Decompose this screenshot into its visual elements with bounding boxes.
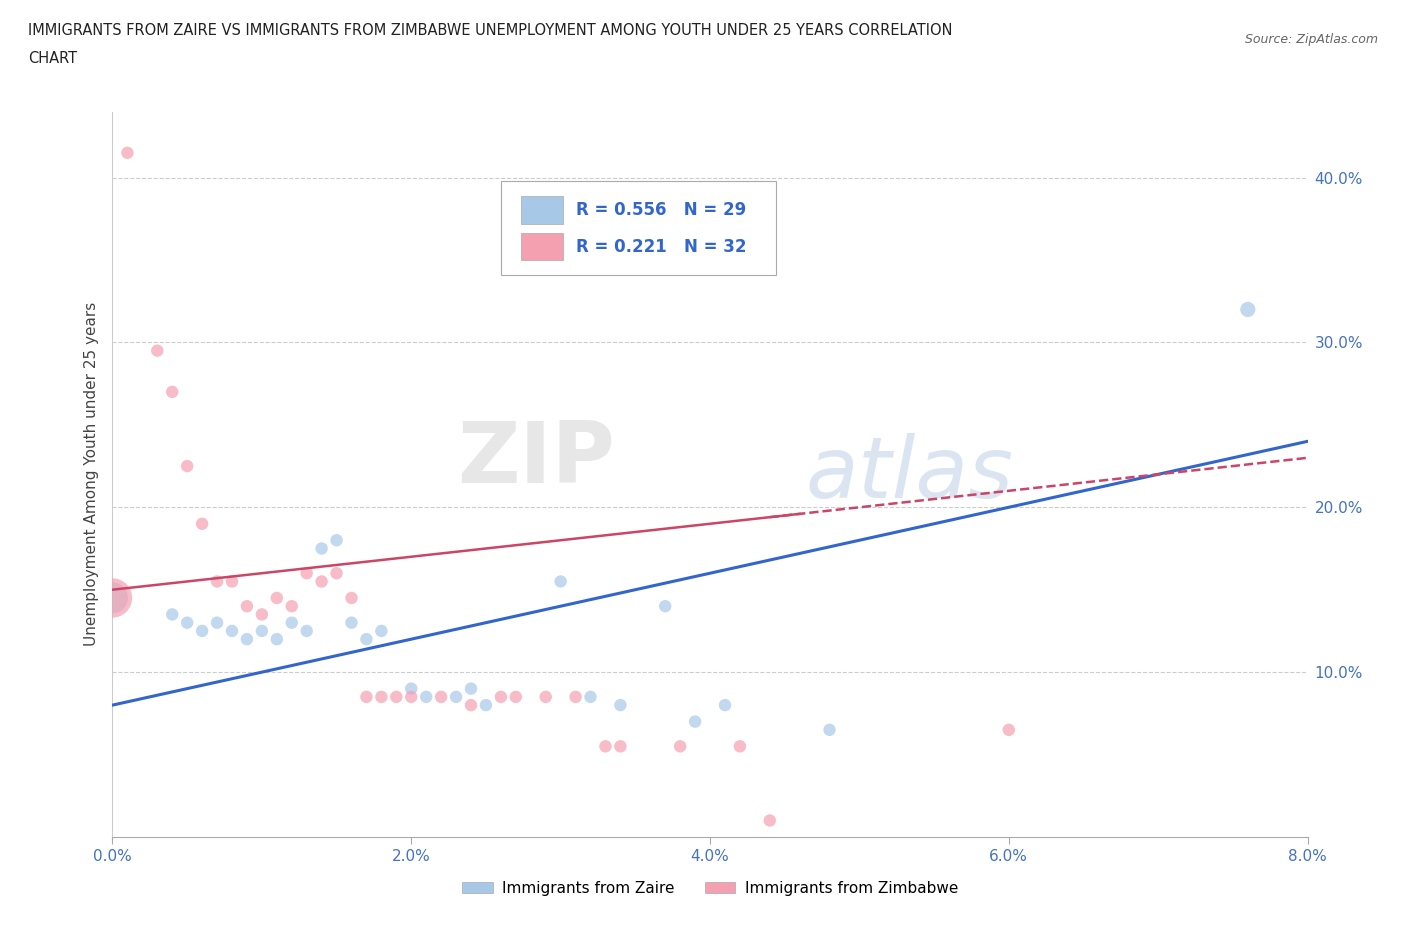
Point xyxy=(250,607,273,622)
Point xyxy=(101,591,124,605)
Point xyxy=(236,631,259,646)
Text: R = 0.556   N = 29: R = 0.556 N = 29 xyxy=(576,201,747,219)
FancyBboxPatch shape xyxy=(501,180,776,275)
Point xyxy=(340,616,363,631)
Point xyxy=(998,723,1021,737)
Point xyxy=(654,599,676,614)
Point xyxy=(1237,302,1260,317)
Point xyxy=(714,698,737,712)
Point xyxy=(534,689,557,704)
Point xyxy=(266,591,288,605)
Point xyxy=(683,714,706,729)
Point xyxy=(205,616,228,631)
Point xyxy=(401,689,423,704)
Point xyxy=(669,738,692,753)
Point xyxy=(325,565,347,580)
Point xyxy=(146,343,169,358)
Point xyxy=(311,574,333,589)
Point xyxy=(281,599,304,614)
Point xyxy=(191,516,214,531)
Point xyxy=(176,458,198,473)
Point xyxy=(370,623,392,638)
Point xyxy=(489,689,512,704)
Text: CHART: CHART xyxy=(28,51,77,66)
Point xyxy=(325,533,347,548)
Point xyxy=(609,698,631,712)
Point xyxy=(205,574,228,589)
Point xyxy=(221,623,243,638)
Point xyxy=(818,723,841,737)
Point xyxy=(460,698,482,712)
Point xyxy=(579,689,602,704)
Y-axis label: Unemployment Among Youth under 25 years: Unemployment Among Youth under 25 years xyxy=(83,302,98,646)
Point xyxy=(475,698,498,712)
Point xyxy=(221,574,243,589)
FancyBboxPatch shape xyxy=(522,232,562,260)
Point xyxy=(385,689,408,704)
Text: R = 0.221   N = 32: R = 0.221 N = 32 xyxy=(576,237,747,256)
Text: Source: ZipAtlas.com: Source: ZipAtlas.com xyxy=(1244,33,1378,46)
Point xyxy=(281,616,304,631)
Point xyxy=(728,738,751,753)
Point xyxy=(595,738,617,753)
Point xyxy=(176,616,198,631)
Point xyxy=(505,689,527,704)
Point xyxy=(191,623,214,638)
Point xyxy=(550,574,572,589)
Point xyxy=(162,384,183,399)
Point xyxy=(370,689,392,704)
Point xyxy=(236,599,259,614)
Point xyxy=(564,689,586,704)
Point xyxy=(311,541,333,556)
Point xyxy=(266,631,288,646)
Text: IMMIGRANTS FROM ZAIRE VS IMMIGRANTS FROM ZIMBABWE UNEMPLOYMENT AMONG YOUTH UNDER: IMMIGRANTS FROM ZAIRE VS IMMIGRANTS FROM… xyxy=(28,23,953,38)
Legend: Immigrants from Zaire, Immigrants from Zimbabwe: Immigrants from Zaire, Immigrants from Z… xyxy=(456,875,965,902)
Point xyxy=(430,689,453,704)
Point xyxy=(759,813,782,828)
Point xyxy=(401,681,423,696)
Point xyxy=(356,631,378,646)
Point xyxy=(250,623,273,638)
Point xyxy=(162,607,183,622)
Text: atlas: atlas xyxy=(806,432,1014,516)
Point xyxy=(340,591,363,605)
Point xyxy=(356,689,378,704)
Point xyxy=(101,591,124,605)
Point xyxy=(117,145,139,160)
Text: ZIP: ZIP xyxy=(457,418,614,501)
Point xyxy=(295,623,318,638)
FancyBboxPatch shape xyxy=(522,196,562,224)
Point xyxy=(415,689,437,704)
Point xyxy=(295,565,318,580)
Point xyxy=(444,689,467,704)
Point xyxy=(460,681,482,696)
Point xyxy=(609,738,631,753)
